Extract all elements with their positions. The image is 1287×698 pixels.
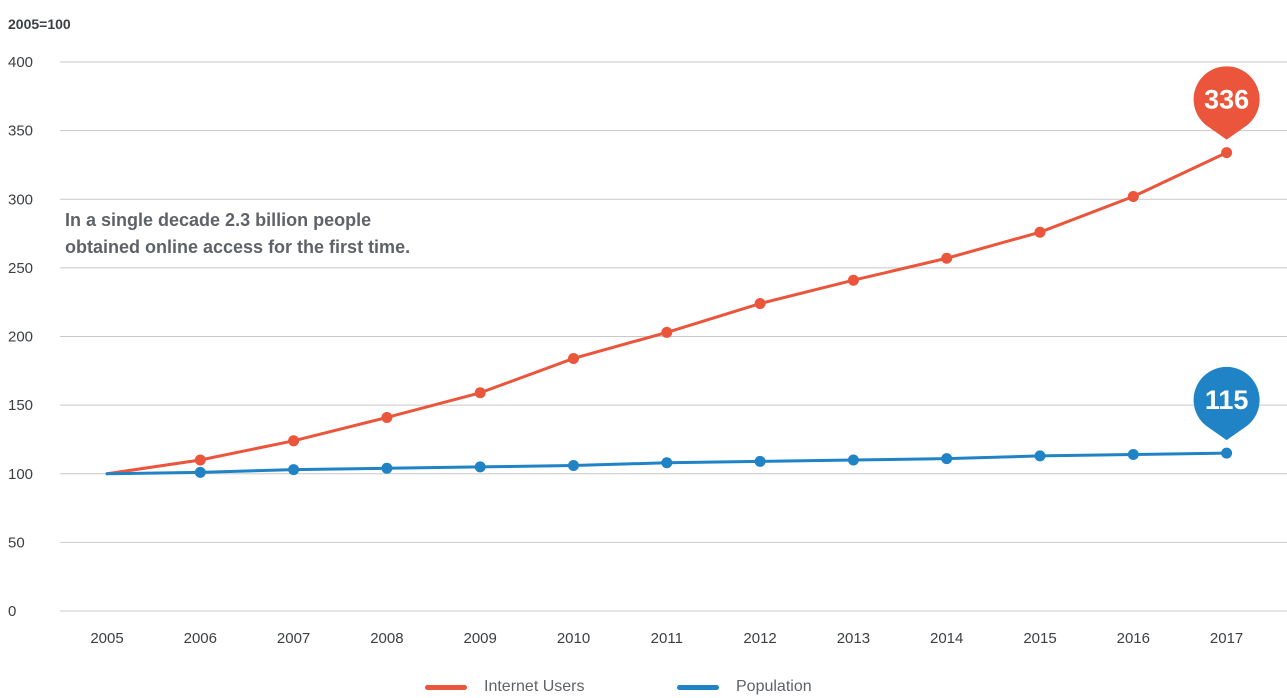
data-point-internet-users [474,387,486,399]
data-point-population [941,453,953,465]
x-tick-label: 2005 [90,630,123,647]
data-point-population [754,455,766,467]
x-tick-label: 2017 [1210,630,1243,647]
data-point-population [288,464,300,476]
data-point-population [381,462,393,474]
data-point-internet-users [1221,147,1233,159]
y-tick-label: 50 [8,534,25,551]
x-tick-label: 2012 [743,630,776,647]
x-tick-label: 2007 [277,630,310,647]
y-tick-label: 300 [8,191,33,208]
data-point-population [1034,450,1046,462]
data-point-population [1127,449,1139,461]
callout-label-population: 115 [1205,385,1249,415]
callout-internet-users: 336 [1193,66,1260,140]
annotation-line-1: In a single decade 2.3 billion people [65,210,372,230]
data-point-population [568,460,579,472]
y-axis-ticks: 0 50 100 150 200 250 300 350 400 [8,54,33,620]
data-point-internet-users [568,352,579,364]
gridlines [60,61,1287,612]
x-tick-label: 2013 [837,630,870,647]
y-tick-label: 100 [8,466,33,483]
data-point-population [474,461,486,473]
data-point-internet-users [1034,226,1046,238]
y-tick-label: 400 [8,54,33,71]
legend-swatch-internet-users [425,684,467,690]
series-line-internet-users [105,151,1229,476]
data-point-internet-users [381,411,393,423]
series-group [105,147,1233,478]
x-axis-ticks: 2005 2006 2007 2008 2009 2010 2011 2012 2013 2014… [90,630,1243,647]
annotation-line-2: obtained online access for the first tim… [65,237,411,257]
callout-label-internet-users: 336 [1204,85,1249,115]
y-tick-label: 150 [8,397,33,414]
callout-pin-population [1193,366,1260,441]
data-point-internet-users [288,435,300,447]
x-tick-label: 2010 [557,630,590,647]
data-point-internet-users [1127,191,1139,203]
callout-pin-internet-users [1193,66,1260,140]
data-point-internet-users [661,326,673,338]
legend-item-internet-users: Internet Users [425,678,584,696]
x-tick-label: 2011 [651,630,683,647]
data-point-population [1221,447,1233,459]
data-point-internet-users [194,454,206,466]
x-tick-label: 2009 [464,630,497,647]
data-point-internet-users [754,298,766,310]
callouts: 336 115 [1193,66,1260,441]
callout-population: 115 [1193,366,1260,441]
legend-item-population: Population [677,678,812,696]
data-point-internet-users [941,252,953,264]
legend: Internet Users Population [0,678,1287,698]
legend-swatch-population [677,684,719,690]
data-point-population [194,466,206,478]
y-tick-label: 350 [8,123,33,140]
chart-annotation: In a single decade 2.3 billion people ob… [65,207,585,261]
y-tick-label: 0 [8,603,16,620]
x-tick-label: 2016 [1117,630,1150,647]
data-point-internet-users [847,274,859,286]
x-tick-label: 2014 [930,630,963,647]
y-unit-label: 2005=100 [8,16,71,32]
y-tick-label: 250 [8,260,33,277]
legend-label-internet-users: Internet Users [484,678,585,695]
legend-label-population: Population [736,678,812,695]
data-point-population [847,454,859,466]
x-tick-label: 2015 [1023,630,1056,647]
x-tick-label: 2008 [370,630,403,647]
y-tick-label: 200 [8,329,33,346]
x-tick-label: 2006 [184,630,217,647]
data-point-population [661,457,673,469]
